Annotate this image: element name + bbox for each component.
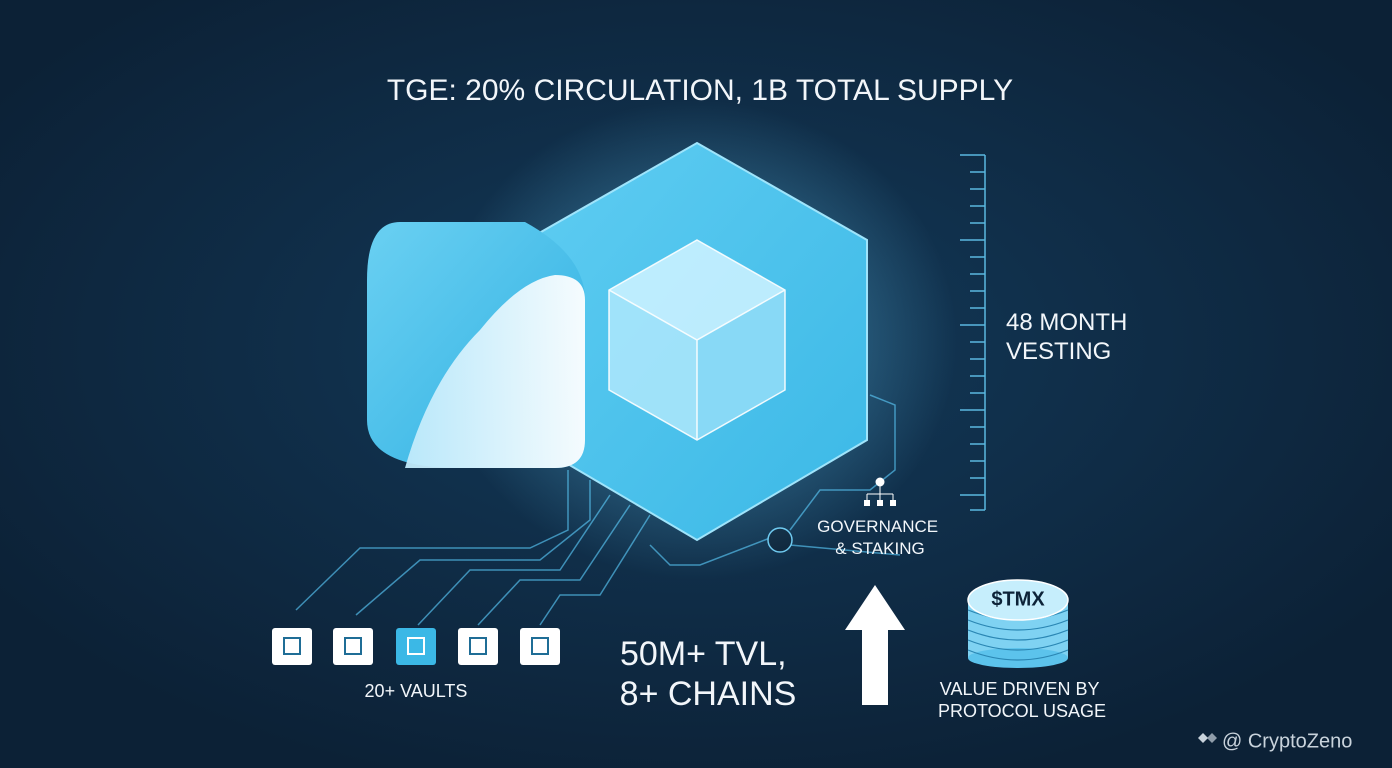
token-label: VALUE DRIVEN BY PROTOCOL USAGE xyxy=(938,679,1106,721)
cube-edges xyxy=(608,239,786,441)
governance-icon xyxy=(864,477,896,506)
governance-line: GOVERNANCE xyxy=(817,517,938,536)
ruler xyxy=(960,154,986,511)
watermark-logo xyxy=(1198,733,1217,743)
token-symbol: $TMX xyxy=(991,588,1045,610)
token-line: PROTOCOL USAGE xyxy=(938,701,1106,721)
coin-stack xyxy=(967,579,1069,668)
vesting-label: 48 MONTH VESTING xyxy=(1006,309,1134,365)
vesting-line: 48 MONTH xyxy=(1006,309,1127,336)
watermark: @ CryptoZeno xyxy=(1222,730,1352,752)
vaults-label: 20+ VAULTS xyxy=(365,681,468,701)
token-line: VALUE DRIVEN BY xyxy=(940,679,1100,699)
tvl-line: 8+ CHAINS xyxy=(620,675,797,713)
swoosh xyxy=(405,275,585,468)
tvl-label: 50M+ TVL, 8+ CHAINS xyxy=(620,635,797,713)
tvl-line: 50M+ TVL, xyxy=(620,635,787,673)
up-arrow xyxy=(845,585,905,705)
vault-icons xyxy=(272,628,560,665)
governance-line: & STAKING xyxy=(835,539,924,558)
vesting-line: VESTING xyxy=(1006,338,1111,365)
governance-label: GOVERNANCE & STAKING xyxy=(817,517,943,558)
